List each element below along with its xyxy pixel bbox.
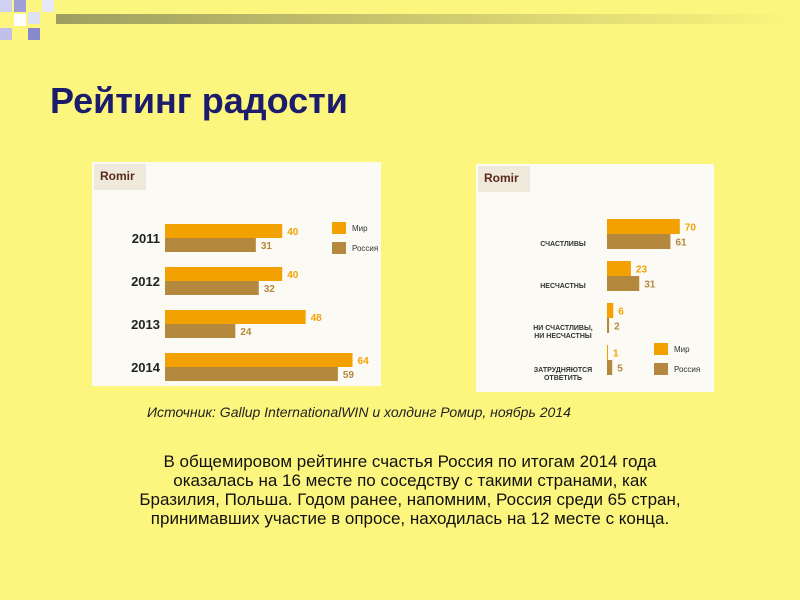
body-line: принимавших участие в опросе, находилась… (150, 509, 670, 528)
bar (165, 238, 256, 252)
legend-swatch (654, 343, 668, 355)
body-text: В общемировом рейтинге счастья Россия по… (60, 452, 760, 528)
value-label: 31 (261, 241, 273, 252)
logo-box (94, 164, 146, 190)
bar (165, 267, 283, 281)
value-label: 1 (613, 349, 619, 360)
bar (607, 261, 631, 276)
legend-swatch (654, 363, 668, 375)
legend-label: Россия (352, 244, 378, 253)
decor-line (56, 14, 800, 24)
value-label: 59 (343, 370, 355, 381)
bar (607, 219, 680, 234)
logo-box (478, 166, 530, 192)
decor-square (42, 0, 54, 12)
legend-label: Россия (674, 365, 700, 374)
value-label: 70 (685, 223, 697, 234)
category-label: 2014 (131, 360, 161, 375)
bar (607, 360, 613, 375)
value-label: 2 (614, 322, 620, 333)
category-label-box: СЧАСТЛИВЫ (540, 241, 586, 248)
legend-swatch (332, 222, 346, 234)
decor-square (28, 28, 40, 40)
category-label: НИ СЧАСТЛИВЫ, НИ НЕСЧАСТНЫ (533, 325, 593, 340)
decor-square (28, 12, 40, 24)
legend-label: Мир (674, 345, 690, 354)
body-line: В общемировом рейтинге счастья Россия по… (163, 452, 657, 471)
bar (165, 281, 259, 295)
category-label: 2012 (131, 274, 160, 289)
category-label: 2011 (132, 231, 160, 246)
bar (607, 303, 614, 318)
legend-label: Мир (352, 224, 368, 233)
bar (607, 345, 609, 360)
bar (165, 310, 306, 324)
value-label: 61 (675, 238, 687, 249)
source-note: Источник: Gallup InternationalWIN и холд… (147, 404, 571, 420)
value-label: 40 (287, 227, 299, 238)
bar (607, 234, 671, 249)
decor-square (14, 0, 26, 12)
value-label: 31 (644, 280, 656, 291)
decor-square (14, 14, 26, 26)
decor-square (0, 28, 12, 40)
category-label: ЗАТРУДНЯЮТСЯ ОТВЕТИТЬ (533, 367, 593, 382)
value-label: 64 (358, 356, 370, 367)
value-label: 40 (287, 270, 299, 281)
category-label: НЕСЧАСТНЫ (540, 283, 586, 290)
chart-panel (476, 164, 714, 392)
body-line: оказалась на 16 месте по соседству с так… (173, 471, 647, 490)
bar (165, 324, 236, 338)
category-label: СЧАСТЛИВЫ (540, 241, 586, 248)
logo: Romir (484, 171, 519, 185)
category-label-box: НЕСЧАСТНЫ (540, 283, 586, 290)
category-label: 2013 (131, 317, 160, 332)
bar (607, 318, 610, 333)
category-label-box: ЗАТРУДНЯЮТСЯ ОТВЕТИТЬ (533, 367, 593, 382)
bar (607, 276, 640, 291)
legend-swatch (332, 242, 346, 254)
logo: Romir (100, 169, 135, 183)
value-label: 5 (617, 364, 623, 375)
bar (165, 224, 283, 238)
bar (165, 367, 338, 381)
value-label: 6 (618, 307, 624, 318)
category-label-box: НИ СЧАСТЛИВЫ, НИ НЕСЧАСТНЫ (533, 325, 593, 340)
value-label: 32 (264, 284, 276, 295)
value-label: 24 (240, 327, 252, 338)
bar (165, 353, 353, 367)
decor-square (0, 0, 12, 12)
value-label: 23 (636, 265, 648, 276)
body-line: Бразилия, Польша. Годом ранее, напомним,… (139, 490, 681, 509)
slide-title: Рейтинг радости (50, 80, 348, 121)
value-label: 48 (311, 313, 323, 324)
